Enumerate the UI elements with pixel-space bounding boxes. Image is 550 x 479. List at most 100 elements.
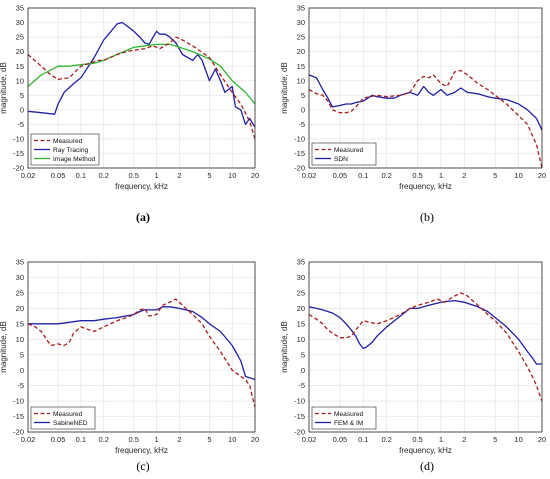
x-tick-label: 0.1 xyxy=(76,171,86,180)
y-tick-label: 30 xyxy=(16,18,24,27)
y-tick-label: -20 xyxy=(294,164,305,173)
x-tick-label: 5 xyxy=(207,435,211,444)
y-tick-label: 10 xyxy=(297,335,305,344)
y-tick-label: -5 xyxy=(298,120,305,129)
series-line-image-method xyxy=(28,43,255,105)
legend: Measured FEM & IM xyxy=(311,406,377,430)
legend-label: Measured xyxy=(53,138,83,145)
y-tick-label: 5 xyxy=(20,350,24,359)
x-tick-label: 5 xyxy=(493,435,497,444)
y-tick-label: 5 xyxy=(20,91,24,100)
x-tick-label: 0.5 xyxy=(412,171,422,180)
x-tick-label: 0.2 xyxy=(381,435,391,444)
legend-label: Ray Tracing xyxy=(53,147,89,154)
x-tick-label: 0.02 xyxy=(21,435,36,444)
x-tick-label: 0.2 xyxy=(98,171,108,180)
y-tick-label: 30 xyxy=(297,18,305,27)
y-tick-label: 15 xyxy=(16,319,24,328)
y-tick-label: 35 xyxy=(297,4,305,13)
series-group xyxy=(28,21,255,140)
panel-caption: (b) xyxy=(420,210,434,224)
x-tick-label: 0.1 xyxy=(358,435,368,444)
y-tick-label: -5 xyxy=(17,381,24,390)
y-tick-label: 15 xyxy=(297,319,305,328)
x-tick-label: 10 xyxy=(514,435,522,444)
y-axis-label: magnitude, dB xyxy=(280,62,289,114)
legend-label: Image Method xyxy=(53,156,95,163)
legend-label: SDN xyxy=(334,156,348,163)
x-tick-label: 20 xyxy=(538,171,546,180)
x-tick-label: 2 xyxy=(177,171,181,180)
x-tick-label: 10 xyxy=(228,171,236,180)
x-tick-label: 20 xyxy=(538,435,546,444)
y-tick-label: -15 xyxy=(13,149,24,158)
series-line-ray-tracing xyxy=(28,21,255,128)
x-tick-label: 0.02 xyxy=(21,171,36,180)
y-tick-label: -15 xyxy=(13,412,24,421)
x-tick-label: 0.2 xyxy=(98,435,108,444)
series-group xyxy=(309,292,542,402)
y-tick-label: 15 xyxy=(297,62,305,71)
panel-caption: (a) xyxy=(136,210,150,224)
y-tick-label: 20 xyxy=(16,304,24,313)
series-line-measured xyxy=(309,292,542,402)
y-tick-label: 25 xyxy=(16,289,24,298)
y-tick-label: 0 xyxy=(301,105,305,114)
legend-label: Measured xyxy=(334,411,364,418)
y-tick-label: -20 xyxy=(13,164,24,173)
legend-label: FEM & IM xyxy=(334,420,363,427)
series-group xyxy=(309,69,542,168)
y-tick-label: 35 xyxy=(16,4,24,13)
series-line-measured xyxy=(309,69,542,168)
series-group xyxy=(28,298,255,408)
x-tick-label: 1 xyxy=(439,171,443,180)
x-tick-label: 0.05 xyxy=(333,435,348,444)
y-tick-label: 30 xyxy=(16,273,24,282)
y-tick-label: 30 xyxy=(297,273,305,282)
plot-area xyxy=(28,262,255,432)
x-tick-label: 0.1 xyxy=(76,435,86,444)
plot-area xyxy=(309,262,542,432)
x-tick-label: 20 xyxy=(251,435,259,444)
x-tick-label: 5 xyxy=(493,171,497,180)
y-tick-label: 20 xyxy=(297,47,305,56)
x-tick-label: 1 xyxy=(154,435,158,444)
panel-caption: (c) xyxy=(136,459,149,473)
plot-frame xyxy=(27,261,256,433)
y-tick-label: -15 xyxy=(294,149,305,158)
legend: Measured Ray Tracing Image Method xyxy=(30,133,100,166)
y-tick-label: -5 xyxy=(17,120,24,129)
x-tick-label: 0.5 xyxy=(129,171,139,180)
series-line-sdn xyxy=(309,74,542,131)
plot-frame xyxy=(308,261,543,433)
x-tick-label: 1 xyxy=(154,171,158,180)
series-line-fem-im xyxy=(309,299,542,365)
y-axis-label: magnitude, dB xyxy=(280,321,289,373)
y-tick-label: -20 xyxy=(13,428,24,437)
y-tick-label: 20 xyxy=(16,47,24,56)
series-line-measured xyxy=(28,36,255,140)
y-tick-label: -10 xyxy=(294,397,305,406)
x-tick-label: 0.02 xyxy=(302,435,317,444)
x-tick-label: 0.5 xyxy=(412,435,422,444)
y-tick-label: 25 xyxy=(297,33,305,42)
x-tick-label: 1 xyxy=(439,435,443,444)
x-tick-label: 0.05 xyxy=(333,171,348,180)
legend-label: Measured xyxy=(334,147,364,154)
y-tick-label: 20 xyxy=(297,304,305,313)
y-tick-label: 35 xyxy=(16,258,24,267)
x-tick-label: 0.1 xyxy=(358,171,368,180)
x-tick-label: 2 xyxy=(462,435,466,444)
series-line-sabinened xyxy=(28,306,255,381)
x-axis-label: frequency, kHz xyxy=(115,182,168,191)
y-tick-label: 35 xyxy=(297,258,305,267)
x-tick-label: 0.2 xyxy=(381,171,391,180)
y-tick-label: 10 xyxy=(16,76,24,85)
x-tick-label: 20 xyxy=(251,171,259,180)
legend-box xyxy=(311,406,377,430)
legend-box xyxy=(30,406,96,430)
y-tick-label: -20 xyxy=(294,428,305,437)
